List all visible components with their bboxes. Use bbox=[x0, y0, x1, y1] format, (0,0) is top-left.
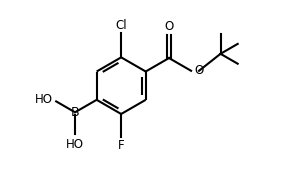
Text: HO: HO bbox=[35, 93, 53, 106]
Text: F: F bbox=[118, 139, 124, 152]
Text: B: B bbox=[71, 106, 79, 119]
Text: HO: HO bbox=[66, 138, 84, 151]
Text: Cl: Cl bbox=[115, 19, 127, 32]
Text: O: O bbox=[194, 64, 203, 77]
Text: O: O bbox=[164, 20, 174, 33]
